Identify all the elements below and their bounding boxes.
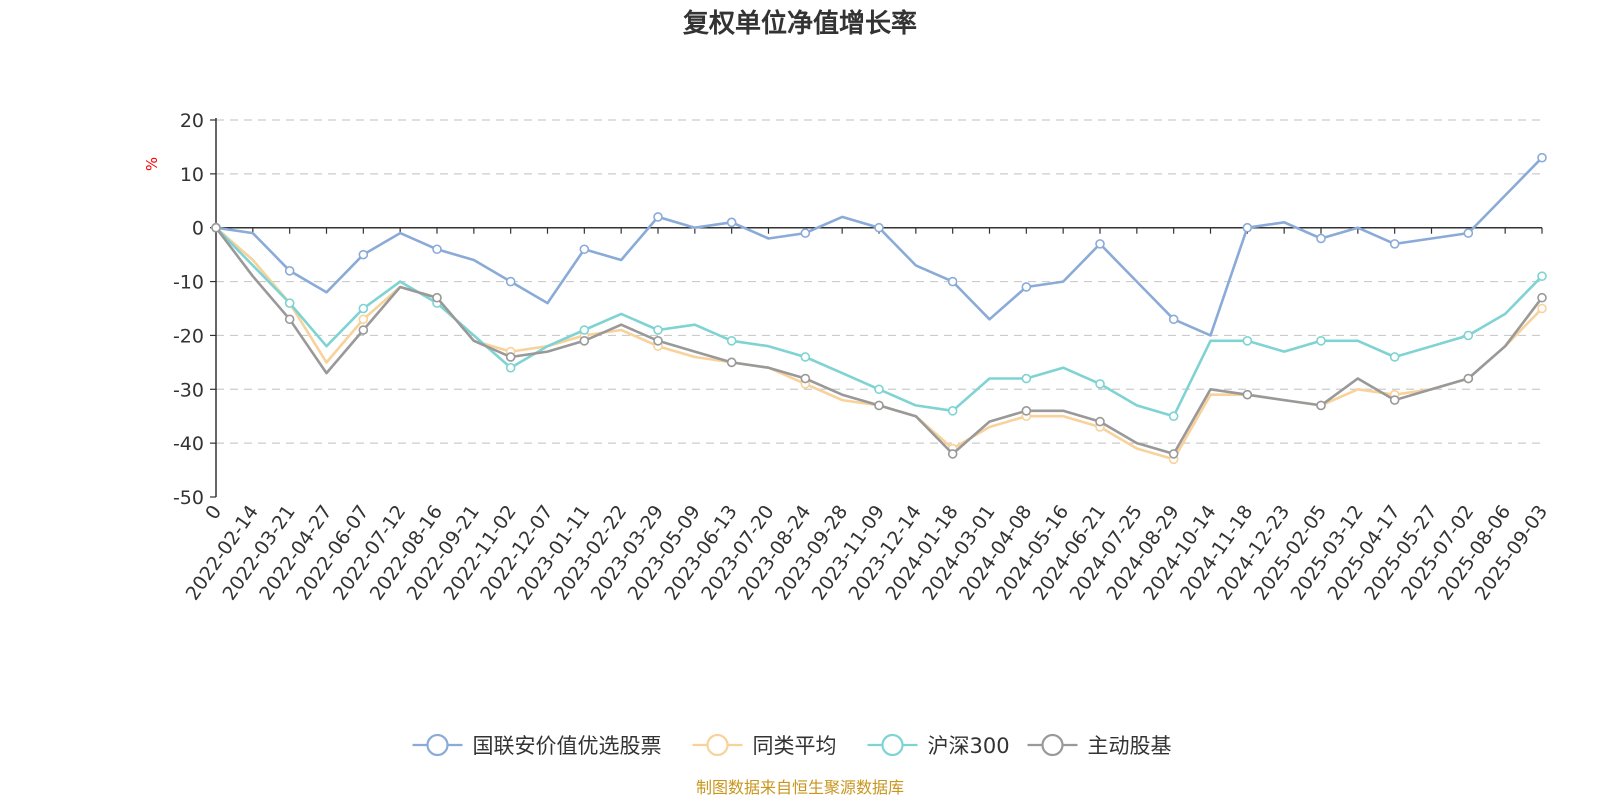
series-point [800,373,811,384]
series-point [947,449,958,459]
series-point [432,292,442,303]
series-point [1316,400,1326,411]
series-point [653,336,663,346]
y-axis-unit-label: % [143,157,161,171]
series-point [358,314,369,325]
y-tick-label: -20 [173,325,204,347]
legend-label: 主动股基 [1088,734,1172,758]
series-line [215,226,1543,461]
series-point [1537,271,1547,281]
series-point [1021,282,1032,292]
source-note: 制图数据来自恒生聚源数据库 [696,778,904,797]
y-tick-label: -30 [173,379,204,401]
series-point [505,352,516,362]
legend-marker [426,733,449,757]
legend-marker [706,733,729,757]
series-point [1537,292,1547,303]
y-tick-label: 10 [180,164,204,186]
chart-title: 复权单位净值增长率 [683,8,917,39]
series-point [1095,379,1105,389]
series-point [211,222,221,233]
series-point [1389,352,1400,362]
series-point [1168,314,1179,325]
series-point [505,362,516,373]
series-point [874,222,884,233]
series-point [358,303,369,314]
series-point [1021,406,1032,416]
series-point [284,298,295,308]
y-tick-label: -50 [173,487,204,509]
series-point [726,336,737,346]
series-point [653,212,663,222]
series-point [1389,239,1400,249]
series-point [579,336,590,346]
y-tick-label: 20 [180,110,204,132]
series-point [1463,228,1474,238]
series-point [432,244,442,255]
series-point [1537,152,1547,163]
series-point [284,265,295,276]
series-point [1242,222,1253,233]
series-point [1463,373,1474,384]
series-point [579,325,590,335]
x-tick-label: 0 [201,501,226,524]
series-line [215,156,1543,337]
series-point [579,244,590,255]
series-point [800,352,811,362]
legend-item[interactable]: 同类平均 [692,733,837,758]
series-point [505,276,516,287]
series-point [1242,336,1253,346]
legend-label: 同类平均 [753,734,837,758]
y-tick-label: -40 [173,433,204,455]
series-point [653,325,663,335]
legend: 国联安价值优选股票 同类平均 沪深300 主动股基 [412,733,1172,758]
series-point [284,314,295,325]
series-point [1095,239,1105,249]
legend-item[interactable]: 主动股基 [1027,733,1172,758]
series-layer [211,152,1547,465]
y-tick-label: 0 [192,218,204,240]
axis-layer: 20100-10-20-30-40-5002022-02-142022-03-2… [173,110,1552,604]
series-point [1095,416,1105,427]
legend-marker [1041,733,1064,757]
series-point [726,217,737,228]
series-point [874,400,884,411]
legend-marker [881,733,904,757]
series-point [1168,411,1179,422]
series-point [947,276,958,287]
series-point [358,249,369,260]
series-point [358,325,369,335]
series-point [1242,389,1253,400]
series-point [1316,336,1326,346]
legend-label: 沪深300 [928,734,1010,758]
series-point [1168,449,1179,459]
series-point [1537,303,1547,314]
series-point [800,228,811,238]
legend-item[interactable]: 沪深300 [867,733,1010,758]
series-point [1463,330,1474,341]
legend-label: 国联安价值优选股票 [473,734,662,758]
series-point [1021,373,1032,384]
series-point [947,406,958,416]
y-tick-label: -10 [173,272,204,294]
series-point [1389,395,1400,405]
series-point [874,384,884,395]
legend-item[interactable]: 国联安价值优选股票 [412,733,662,758]
series-point [1316,233,1326,244]
series-point [726,357,737,368]
